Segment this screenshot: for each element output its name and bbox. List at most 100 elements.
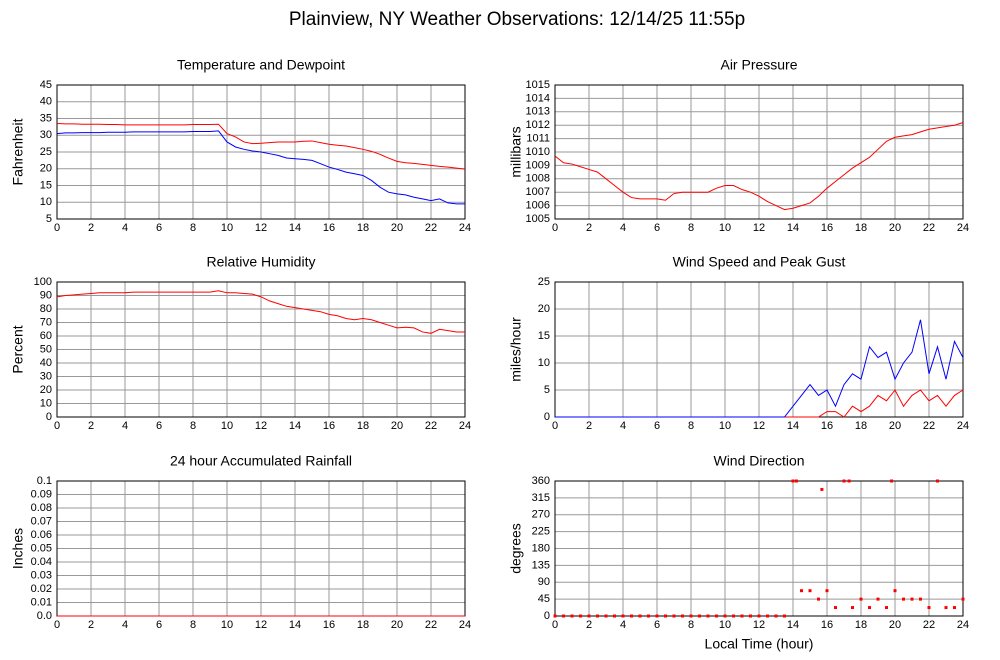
x-tick-label: 6 <box>156 222 162 234</box>
x-tick-label: 14 <box>787 619 799 631</box>
y-tick-label: 10 <box>40 397 52 409</box>
y-tick-label: 1011 <box>526 133 550 145</box>
x-tick-label: 18 <box>855 420 867 432</box>
x-tick-label: 20 <box>889 222 901 234</box>
data-point <box>825 589 829 593</box>
y-tick-label: 20 <box>538 303 550 315</box>
y-tick-label: 0 <box>544 610 550 622</box>
y-tick-label: 45 <box>538 593 550 605</box>
data-point <box>749 614 752 618</box>
chart-title: Air Pressure <box>720 57 797 73</box>
data-point <box>647 614 650 618</box>
data-point <box>944 606 948 610</box>
x-tick-label: 2 <box>586 420 592 432</box>
y-tick-label: 10 <box>538 357 550 369</box>
y-tick-label: 180 <box>532 542 550 554</box>
y-tick-label: 40 <box>40 357 52 369</box>
plot-frame <box>56 84 466 220</box>
x-tick-label: 22 <box>425 619 437 631</box>
x-tick-label: 2 <box>88 420 94 432</box>
x-tick-label: 10 <box>719 420 731 432</box>
x-tick-label: 14 <box>787 222 799 234</box>
data-point <box>890 479 894 483</box>
data-point <box>672 614 676 618</box>
data-point <box>553 614 557 618</box>
data-point <box>689 614 693 618</box>
data-point <box>851 606 854 610</box>
y-tick-label: 70 <box>40 316 52 328</box>
data-point <box>893 589 897 593</box>
y-tick-label: 30 <box>40 370 52 382</box>
y-tick-label: 315 <box>532 492 550 504</box>
data-point <box>664 614 667 618</box>
y-tick-label: 1009 <box>526 159 550 171</box>
y-tick-label: 0.06 <box>31 529 52 541</box>
data-line <box>56 130 465 205</box>
x-axis-label: Local Time (hour) <box>705 636 814 652</box>
x-tick-label: 6 <box>156 420 162 432</box>
data-point <box>834 606 837 610</box>
x-tick-label: 14 <box>787 420 799 432</box>
x-tick-label: 16 <box>821 420 833 432</box>
y-tick-label: 0 <box>46 411 52 423</box>
x-tick-label: 18 <box>855 222 867 234</box>
x-tick-label: 4 <box>122 619 128 631</box>
data-point <box>791 479 795 483</box>
y-axis-label: miles/hour <box>508 317 524 382</box>
y-tick-label: 60 <box>40 330 52 342</box>
data-point <box>562 614 565 618</box>
y-tick-label: 1012 <box>526 119 550 131</box>
y-tick-label: 0.1 <box>37 475 52 487</box>
chart-title: Wind Direction <box>713 453 804 469</box>
x-tick-label: 6 <box>654 619 660 631</box>
data-point <box>740 614 744 618</box>
data-line <box>56 123 466 170</box>
x-tick-label: 22 <box>425 420 437 432</box>
y-tick-label: 25 <box>40 146 52 158</box>
x-tick-label: 8 <box>688 222 694 234</box>
y-axis-label: degrees <box>508 523 524 574</box>
data-point <box>630 614 633 618</box>
y-tick-label: 0.0 <box>37 610 52 622</box>
x-tick-label: 22 <box>923 222 935 234</box>
data-point <box>613 614 616 618</box>
y-tick-label: 1015 <box>526 79 550 91</box>
data-point <box>927 606 931 610</box>
plot-frame <box>56 281 466 418</box>
x-tick-label: 8 <box>688 420 694 432</box>
y-tick-label: 1007 <box>526 186 550 198</box>
x-tick-label: 10 <box>221 619 233 631</box>
x-tick-label: 2 <box>586 619 592 631</box>
x-tick-label: 20 <box>889 619 901 631</box>
data-point <box>800 589 803 593</box>
data-point <box>604 614 608 618</box>
data-point <box>706 614 710 618</box>
x-tick-label: 4 <box>620 222 626 234</box>
y-tick-label: 0.05 <box>31 542 52 554</box>
x-tick-label: 0 <box>552 619 558 631</box>
x-tick-label: 0 <box>552 222 558 234</box>
y-tick-label: 20 <box>40 163 52 175</box>
data-point <box>621 614 625 618</box>
y-tick-label: 1013 <box>526 106 550 118</box>
x-tick-label: 20 <box>391 619 403 631</box>
data-point <box>910 597 914 601</box>
x-tick-label: 18 <box>357 222 369 234</box>
x-tick-label: 10 <box>221 222 233 234</box>
x-tick-label: 24 <box>957 619 969 631</box>
y-tick-label: 270 <box>532 509 550 521</box>
x-tick-label: 0 <box>54 420 60 432</box>
data-point <box>723 614 727 618</box>
y-tick-label: 20 <box>40 384 52 396</box>
x-tick-label: 6 <box>654 420 660 432</box>
x-tick-label: 12 <box>753 619 765 631</box>
page-title: Plainview, NY Weather Observations: 12/1… <box>289 9 745 30</box>
x-tick-label: 8 <box>190 420 196 432</box>
x-tick-label: 12 <box>255 222 267 234</box>
y-tick-label: 45 <box>40 79 52 91</box>
y-tick-label: 30 <box>40 129 52 141</box>
y-tick-label: 25 <box>538 276 550 288</box>
x-tick-label: 20 <box>391 420 403 432</box>
chart-title: Wind Speed and Peak Gust <box>673 254 846 270</box>
x-tick-label: 10 <box>221 420 233 432</box>
